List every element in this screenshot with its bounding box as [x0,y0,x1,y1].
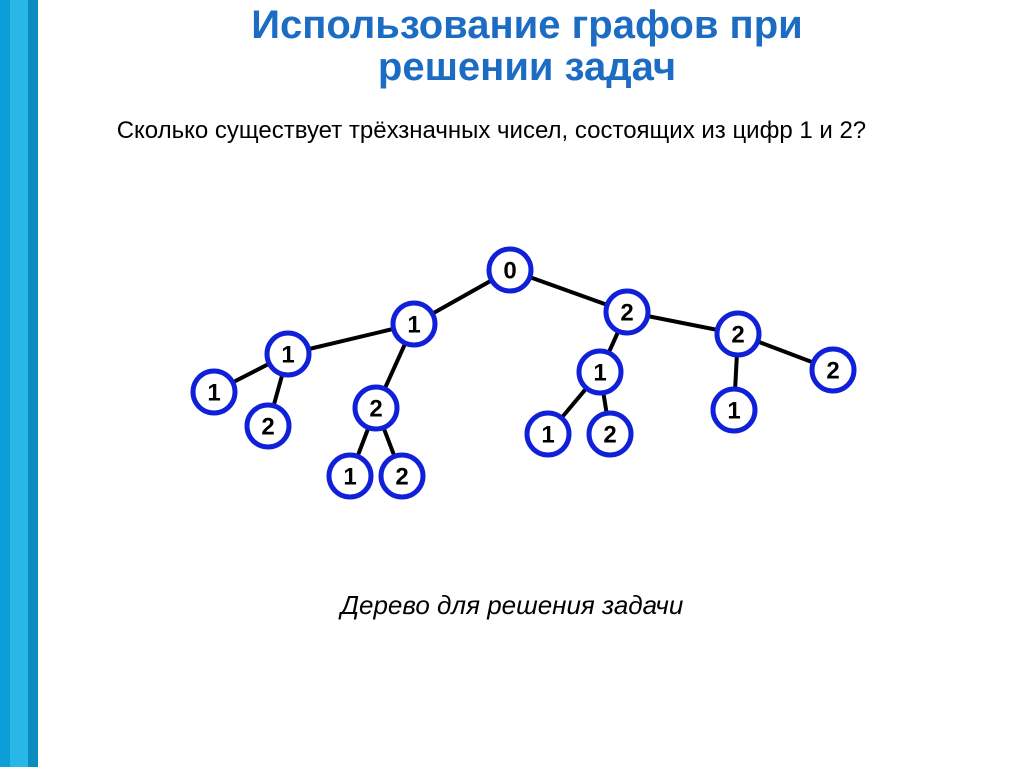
tree-node-label: 1 [407,312,420,339]
title-line-1: Использование графов при [251,3,802,47]
tree-node-label: 2 [620,300,633,327]
tree-node-label: 2 [261,414,274,441]
nodes-layer: 0 1 2 1 2 1 2 1 2 1 2 1 2 1 2 [193,249,854,497]
side-strip [0,0,38,767]
tree-node: 2 [247,405,289,447]
tree-node: 1 [193,371,235,413]
strip-2 [10,0,28,767]
diagram-caption: Дерево для решения задачи [50,590,974,621]
tree-node: 1 [329,455,371,497]
tree-node: 2 [381,455,423,497]
tree-node: 2 [606,291,648,333]
tree-node-label: 2 [603,422,616,449]
strip-3 [28,0,38,767]
tree-node-label: 1 [281,342,294,369]
tree-node: 1 [527,413,569,455]
tree-node: 2 [355,387,397,429]
tree-node-label: 1 [207,380,220,407]
tree-node: 0 [489,249,531,291]
tree-node: 2 [589,413,631,455]
tree-node-label: 1 [541,422,554,449]
tree-node-label: 2 [369,396,382,423]
tree-diagram: 0 1 2 1 2 1 2 1 2 1 2 1 2 1 2 [140,230,880,530]
tree-node: 1 [579,351,621,393]
tree-node-label: 2 [826,358,839,385]
tree-node: 1 [713,389,755,431]
problem-text-body: Сколько существует трёхзначных чисел, со… [117,117,866,144]
tree-node: 2 [717,313,759,355]
tree-node-label: 2 [395,464,408,491]
tree-node-label: 1 [727,398,740,425]
tree-node-label: 0 [503,258,516,285]
tree-node: 1 [267,333,309,375]
problem-text: Сколько существует трёхзначных чисел, со… [70,115,974,147]
strip-1 [0,0,10,767]
title-line-2: решении задач [378,45,676,89]
slide-title: Использование графов при решении задач [50,4,1004,88]
tree-node-label: 1 [343,464,356,491]
tree-node: 1 [393,303,435,345]
edges-layer [214,270,833,476]
tree-node-label: 2 [731,322,744,349]
tree-node-label: 1 [593,360,606,387]
tree-node: 2 [812,349,854,391]
